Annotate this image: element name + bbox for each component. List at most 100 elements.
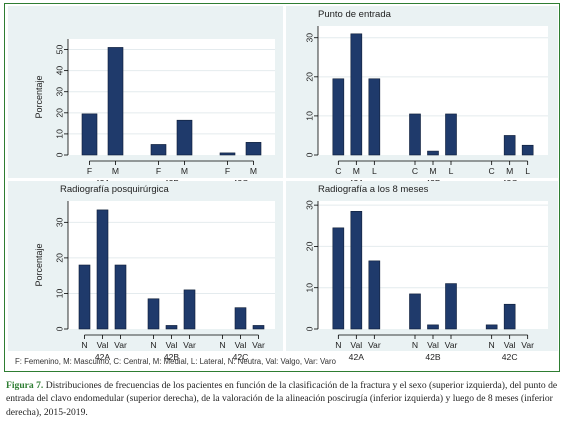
bar-label: L [449, 166, 454, 176]
bar [78, 264, 91, 330]
bar-label: Var [368, 340, 381, 350]
panel-title: Radiografía a los 8 meses [318, 184, 429, 195]
bar [503, 303, 516, 330]
bar-label: M [429, 166, 436, 176]
bar [147, 298, 160, 330]
bar-label: Var [252, 340, 265, 350]
bar [183, 289, 196, 330]
bar [350, 33, 363, 156]
bar-label: Val [504, 340, 516, 350]
bar-label: C [335, 166, 341, 176]
bar [445, 113, 457, 156]
y-tick-label: 30 [304, 33, 314, 43]
footnote: F: Femenino, M: Masculino, C: Central, M… [15, 357, 336, 366]
bar [332, 227, 345, 330]
bar [176, 119, 193, 156]
y-tick-label: 20 [54, 253, 64, 263]
bar [332, 78, 345, 156]
bar [427, 150, 439, 156]
bar-label: L [372, 166, 377, 176]
y-tick-label: 10 [304, 111, 314, 121]
group-label: 42B [164, 352, 180, 362]
bar [81, 113, 98, 156]
bar-label: M [181, 166, 188, 176]
panel-title: Radiografía posquirúrgica [60, 184, 169, 195]
caption-text: Distribuciones de frecuencias de los pac… [6, 380, 558, 418]
panel-radiografia-8-meses: Radiografía a los 8 meses 0 10 20 30 N Val Var… [286, 181, 558, 362]
bar [368, 260, 381, 330]
bar [165, 325, 178, 330]
panel-punto-entrada: Punto de entrada 0102030CML42ACML42BCML4… [286, 6, 558, 188]
bar [445, 283, 457, 330]
bar-label: Var [183, 340, 196, 350]
group-label: 42B [425, 352, 441, 362]
caption-label: Figura 7. [6, 380, 44, 391]
bar-label: Val [166, 340, 178, 350]
bar-label: Val [235, 340, 247, 350]
y-tick-label: 20 [54, 108, 64, 118]
y-tick-label: 0 [304, 326, 314, 331]
bar-label: Val [350, 340, 362, 350]
bar-label: M [353, 166, 360, 176]
y-tick-label: 10 [304, 283, 314, 293]
bar [219, 152, 236, 156]
y-tick-label: 20 [304, 241, 314, 251]
y-tick-label: 0 [54, 326, 64, 331]
bar-label: Var [521, 340, 534, 350]
bar [96, 209, 109, 330]
bar [368, 78, 381, 156]
bar [409, 113, 421, 156]
plot-area [68, 39, 275, 155]
bar-label: C [412, 166, 418, 176]
y-tick-label: 0 [54, 152, 64, 157]
bar [107, 47, 124, 156]
bar-label: F [156, 166, 161, 176]
bar [245, 142, 262, 156]
bar [114, 264, 127, 330]
bar [503, 135, 516, 156]
y-tick-label: 50 [54, 45, 64, 55]
y-tick-label: 30 [54, 217, 64, 227]
y-tick-label: 30 [54, 87, 64, 97]
bar-label: N [412, 340, 418, 350]
panel-radiografia-posquirurgica: Radiografía posquirúrgica 0 10 20 30 Porcent… [8, 181, 283, 362]
bar [234, 307, 247, 330]
bar-label: F [225, 166, 230, 176]
bar [252, 325, 265, 330]
bar-label: Var [114, 340, 127, 350]
group-label: 42A [349, 352, 365, 362]
group-label: 42C [233, 352, 249, 362]
panel-title: Punto de entrada [318, 9, 391, 20]
y-axis-label: Porcentaje [34, 243, 44, 286]
bar-label: N [150, 340, 156, 350]
bar-label: M [250, 166, 257, 176]
bar-label: L [525, 166, 530, 176]
bar-label: M [506, 166, 513, 176]
bar-label: Val [97, 340, 109, 350]
y-tick-label: 40 [54, 66, 64, 76]
bar [150, 144, 167, 156]
bar-label: F [87, 166, 92, 176]
y-tick-label: 10 [54, 288, 64, 298]
y-tick-label: 20 [304, 72, 314, 82]
bar [485, 324, 498, 330]
bar-label: C [489, 166, 495, 176]
y-axis-label: Porcentaje [34, 75, 44, 118]
figure-caption: Figura 7. Distribuciones de frecuencias … [6, 379, 561, 419]
panel-sexo: 01020304050PorcentajeFM42AFM42BFM42C [8, 6, 283, 188]
figure-frame: 0 10 20 30 40 50 Porcentaje F M 42A F M 42B F M 42C Pun… [4, 3, 560, 372]
bar-label: N [489, 340, 495, 350]
bar-label: Val [427, 340, 439, 350]
bar-label: Var [445, 340, 458, 350]
bar-label: M [112, 166, 119, 176]
chart-sexo: 01020304050PorcentajeFM42AFM42BFM42C [34, 39, 275, 188]
chart-punto-entrada: 0102030CML42ACML42BCML42C [304, 26, 548, 188]
bar-label: N [219, 340, 225, 350]
bar [521, 144, 534, 156]
bar [350, 211, 363, 330]
group-label: 42A [95, 352, 111, 362]
y-tick-label: 0 [304, 152, 314, 157]
bar-label: N [335, 340, 341, 350]
